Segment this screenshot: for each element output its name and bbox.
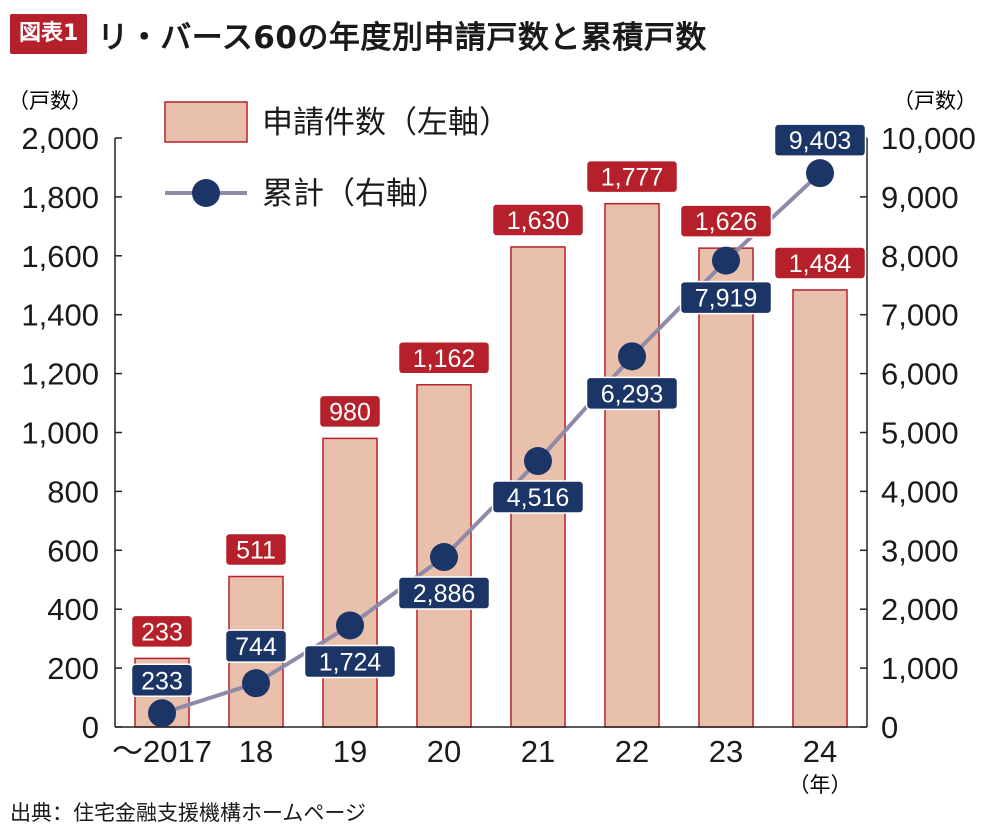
bar-value-label: 1,626 xyxy=(695,208,758,236)
bar-value-label-box xyxy=(679,204,773,238)
right-axis-unit: （戸数） xyxy=(893,90,977,113)
cumulative-value-label-box xyxy=(585,376,679,411)
legend-bar-swatch xyxy=(164,101,248,143)
cumulative-marker xyxy=(430,543,458,572)
bar-value-label: 233 xyxy=(141,618,183,646)
x-tick-label: 19 xyxy=(333,734,367,769)
bar-value-label: 1,484 xyxy=(789,250,852,278)
bar-value-label: 1,630 xyxy=(507,207,570,235)
cumulative-value-label: 9,403 xyxy=(789,127,852,155)
right-tick-label: 2,000 xyxy=(881,592,959,627)
cumulative-marker xyxy=(524,447,552,476)
right-tick-label: 0 xyxy=(881,710,898,745)
cumulative-marker xyxy=(618,342,646,371)
legend-bar-label: 申請件数（左軸） xyxy=(262,105,510,140)
cumulative-value-label-box xyxy=(397,576,491,610)
right-tick-label: 7,000 xyxy=(881,298,959,333)
bar-value-label-box xyxy=(491,203,585,237)
cumulative-marker xyxy=(336,611,364,640)
bar-value-label: 511 xyxy=(236,537,276,565)
x-tick-label: 21 xyxy=(521,734,555,769)
bar xyxy=(322,437,378,728)
bar xyxy=(604,202,660,728)
left-tick-label: 1,400 xyxy=(21,298,99,333)
bar xyxy=(792,289,848,728)
left-axis-unit: （戸数） xyxy=(8,90,92,113)
cumulative-value-label: 233 xyxy=(141,667,183,695)
bar-value-label: 1,777 xyxy=(601,164,664,192)
right-tick-label: 3,000 xyxy=(881,533,959,568)
cumulative-value-label: 744 xyxy=(235,633,277,661)
left-tick-label: 200 xyxy=(47,651,99,686)
bar-value-label-box xyxy=(318,394,382,429)
cumulative-value-label-box xyxy=(491,480,585,514)
cumulative-value-label: 2,886 xyxy=(413,580,476,608)
bar-value-label: 1,162 xyxy=(413,345,476,373)
left-tick-label: 600 xyxy=(47,533,99,568)
legend-line-label: 累計（右軸） xyxy=(262,176,448,211)
figure-label: 図表1 xyxy=(10,14,88,54)
right-tick-label: 5,000 xyxy=(881,416,959,451)
bar-value-label: 980 xyxy=(329,398,371,426)
right-tick-label: 6,000 xyxy=(881,357,959,392)
right-tick-label: 4,000 xyxy=(881,474,959,509)
legend-line-marker xyxy=(192,179,220,207)
cumulative-value-label: 7,919 xyxy=(695,285,758,313)
cumulative-marker xyxy=(712,246,740,275)
x-tick-label: 22 xyxy=(615,734,649,769)
cumulative-value-label-box xyxy=(303,644,397,679)
right-tick-label: 8,000 xyxy=(881,239,959,274)
left-tick-label: 1,200 xyxy=(21,357,99,392)
source-note: 出典：住宅金融支援機構ホームページ xyxy=(10,801,366,825)
left-tick-label: 2,000 xyxy=(21,121,99,156)
right-tick-label: 10,000 xyxy=(881,121,976,156)
x-tick-label: 20 xyxy=(427,734,461,769)
cumulative-marker xyxy=(148,699,176,728)
cumulative-marker xyxy=(242,669,270,698)
bar xyxy=(698,247,754,728)
x-axis-unit: （年） xyxy=(789,774,852,797)
x-tick-label: 〜2017 xyxy=(112,734,212,769)
left-tick-label: 1,000 xyxy=(21,416,99,451)
cumulative-value-label: 6,293 xyxy=(601,380,664,408)
x-tick-label: 24 xyxy=(803,734,837,769)
bar-value-label-box xyxy=(224,532,288,567)
left-tick-label: 0 xyxy=(82,710,99,745)
left-tick-label: 400 xyxy=(47,592,99,627)
cumulative-value-label-box xyxy=(773,123,867,157)
right-tick-label: 1,000 xyxy=(881,651,959,686)
x-tick-label: 18 xyxy=(239,734,273,769)
cumulative-value-label: 4,516 xyxy=(507,484,570,512)
left-tick-label: 1,600 xyxy=(21,239,99,274)
bar-value-label-box xyxy=(773,246,867,280)
chart-title: リ・バース60の年度別申請戸数と累積戸数 xyxy=(97,19,707,56)
cumulative-value-label-box xyxy=(679,280,773,315)
cumulative-value-label-box xyxy=(224,629,288,663)
cumulative-line xyxy=(161,171,822,716)
cumulative-value-label-box xyxy=(130,663,194,698)
left-tick-label: 1,800 xyxy=(21,180,99,215)
bar-value-label-box xyxy=(397,341,491,375)
left-tick-label: 800 xyxy=(47,474,99,509)
bar-value-label-box xyxy=(585,159,679,194)
right-tick-label: 9,000 xyxy=(881,180,959,215)
x-tick-label: 23 xyxy=(709,734,743,769)
chart-header: 図表1 リ・バース60の年度別申請戸数と累積戸数 xyxy=(10,10,707,58)
cumulative-marker xyxy=(806,159,834,188)
bar-value-label-box xyxy=(130,614,194,649)
cumulative-value-label: 1,724 xyxy=(319,648,382,676)
